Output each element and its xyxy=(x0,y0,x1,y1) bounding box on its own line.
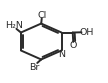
Text: Br: Br xyxy=(30,63,40,72)
Text: O: O xyxy=(70,41,77,49)
Text: H₂N: H₂N xyxy=(5,21,23,30)
Text: N: N xyxy=(58,50,65,59)
Text: OH: OH xyxy=(80,28,94,37)
Text: Cl: Cl xyxy=(37,11,46,20)
